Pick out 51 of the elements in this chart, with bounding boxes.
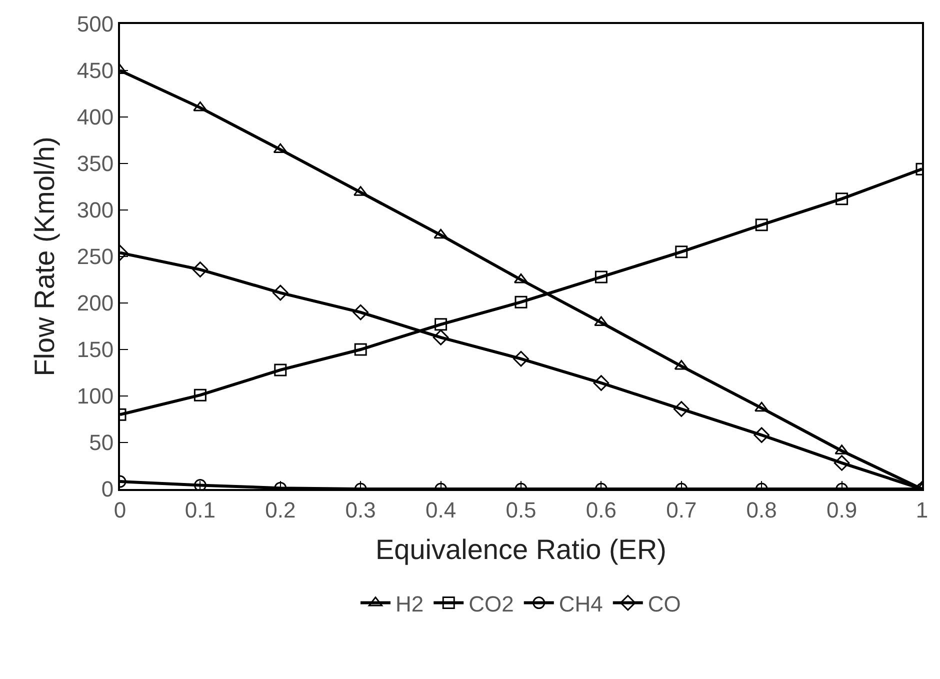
x-axis-title: Equivalence Ratio (ER) xyxy=(375,534,667,565)
point xyxy=(434,228,448,239)
point xyxy=(432,330,449,346)
x-tick-label: 0.4 xyxy=(426,497,456,522)
point xyxy=(593,375,610,391)
point xyxy=(192,262,208,278)
y-axis-title: Flow Rate (Kmol/h) xyxy=(29,136,60,376)
point xyxy=(675,246,688,258)
x-tick-label: 0.2 xyxy=(265,497,296,522)
x-tick-label: 0.5 xyxy=(506,497,536,522)
y-tick-label: 250 xyxy=(76,244,114,270)
legend-label: CH4 xyxy=(558,591,603,616)
y-tick-label: 450 xyxy=(76,58,114,84)
x-tick-label: 0.8 xyxy=(746,497,777,522)
y-tick-label: 400 xyxy=(76,104,114,130)
point xyxy=(273,143,288,154)
y-tick-label: 0 xyxy=(101,476,114,502)
point xyxy=(194,388,206,402)
y-tick-label: 50 xyxy=(89,430,114,456)
point xyxy=(272,284,288,301)
y-tick-label: 350 xyxy=(76,151,114,176)
point xyxy=(674,360,688,370)
y-tick-label: 100 xyxy=(76,384,114,409)
point xyxy=(434,318,448,331)
x-tick-label: 0.7 xyxy=(666,497,697,522)
point xyxy=(514,296,528,308)
legend-label: H2 xyxy=(396,591,424,616)
point xyxy=(594,270,608,284)
point xyxy=(352,304,368,320)
point xyxy=(594,316,608,326)
x-tick-label: 0.3 xyxy=(345,497,376,522)
x-tick-label: 0.6 xyxy=(586,497,616,522)
point xyxy=(193,101,208,112)
x-tick-label: 0.1 xyxy=(184,497,216,522)
y-tick-label: 150 xyxy=(76,337,114,362)
legend-label: CO2 xyxy=(468,591,514,616)
point xyxy=(354,343,367,356)
y-tick-label: 500 xyxy=(76,12,114,37)
point xyxy=(274,364,287,376)
point xyxy=(834,455,850,471)
point xyxy=(513,350,529,367)
point xyxy=(755,218,768,232)
x-tick-label: 0.9 xyxy=(826,497,858,522)
legend-label: CO xyxy=(648,591,681,616)
x-tick-label: 1 xyxy=(916,497,928,522)
point xyxy=(754,427,770,443)
y-tick-label: 200 xyxy=(76,290,114,316)
y-tick-label: 300 xyxy=(76,198,114,223)
point xyxy=(754,402,769,412)
point xyxy=(674,401,690,417)
point xyxy=(836,192,848,206)
